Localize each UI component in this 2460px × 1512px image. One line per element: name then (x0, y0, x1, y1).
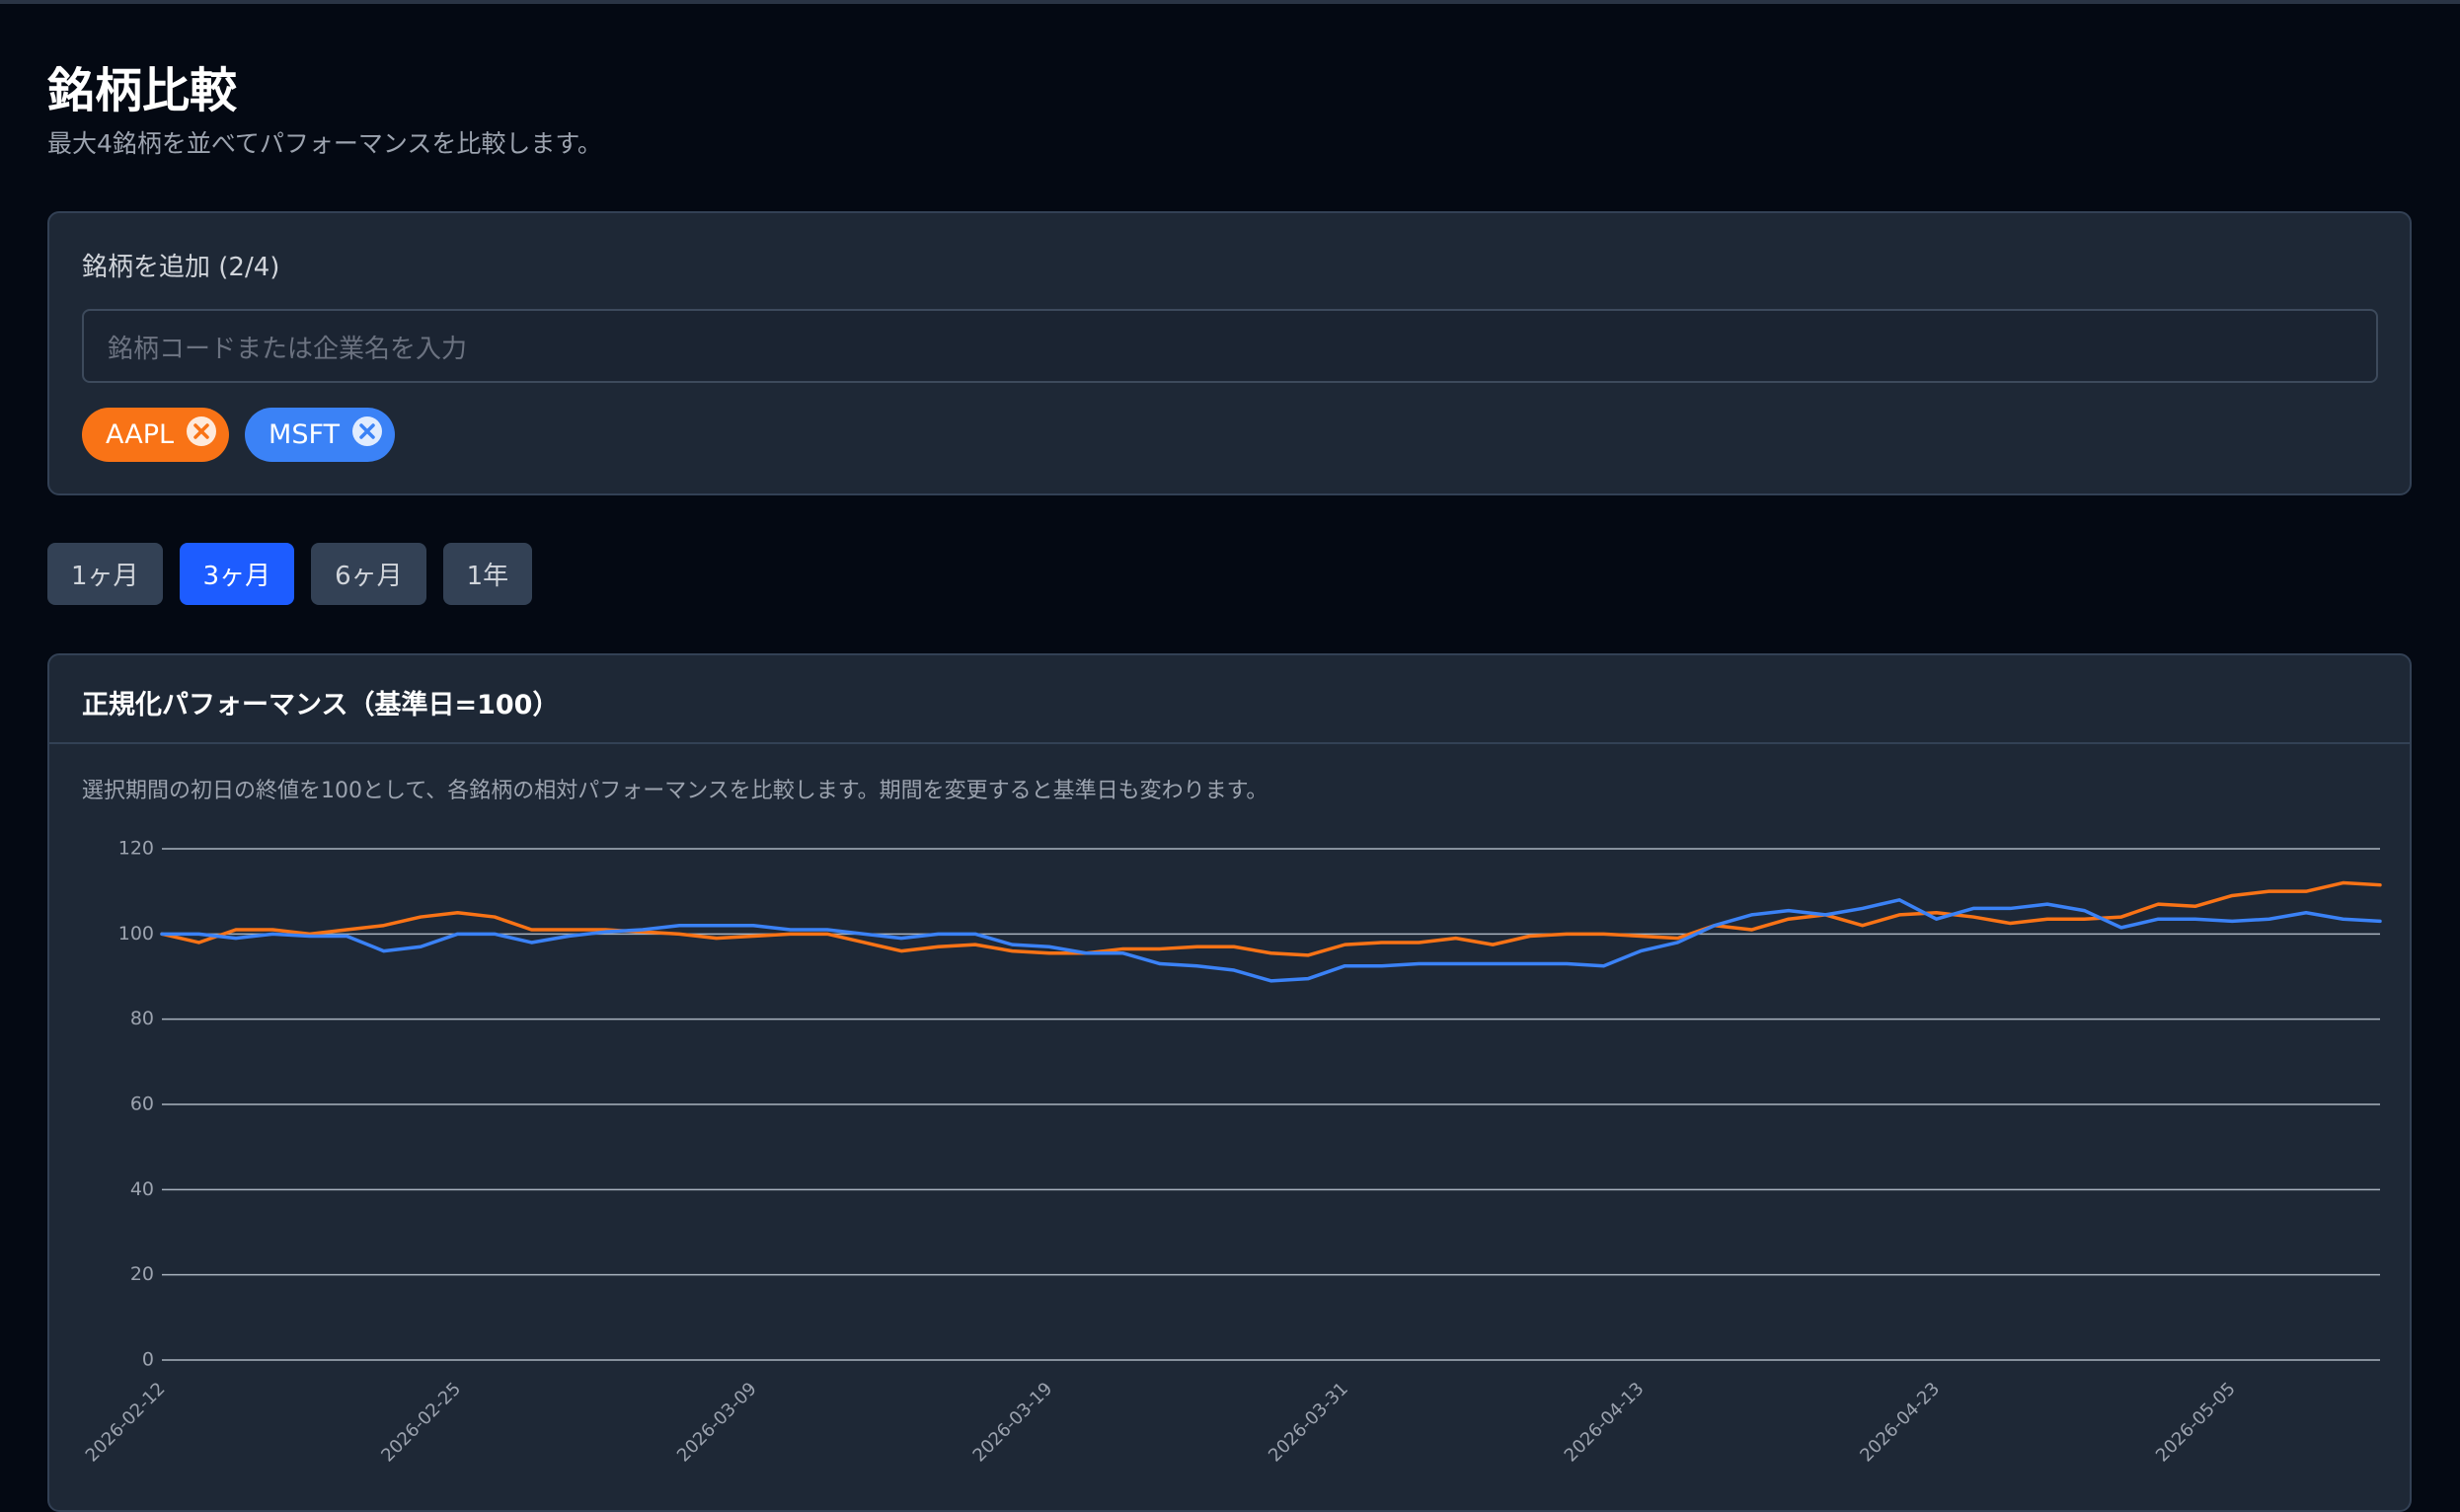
y-tick-label: 40 (130, 1178, 154, 1200)
x-tick-label: 2026-05-05 (2152, 1379, 2240, 1467)
y-tick-label: 80 (130, 1008, 154, 1029)
chip-label: MSFT (269, 419, 341, 450)
page-subtitle: 最大4銘柄を並べてパフォーマンスを比較します。 (47, 129, 602, 158)
y-tick-label: 100 (118, 923, 154, 945)
chip-label: AAPL (106, 419, 175, 450)
remove-icon (352, 416, 383, 446)
period-button[interactable]: 1ヶ月 (47, 543, 163, 605)
add-label: 銘柄を追加 (2/4) (82, 253, 280, 282)
page-title: 銘柄比較 (47, 63, 238, 118)
series-line (160, 898, 2382, 983)
stock-chip: MSFT (245, 408, 396, 462)
x-tick-label: 2026-03-19 (969, 1379, 1057, 1467)
period-button[interactable]: 3ヶ月 (179, 543, 295, 605)
chart-title: 正規化パフォーマンス（基準日=100） (82, 690, 560, 720)
remove-icon (187, 416, 217, 446)
period-buttons: 1ヶ月 3ヶ月 6ヶ月 1年 (47, 543, 533, 605)
chart-subtitle: 選択期間の初日の終値を100として、各銘柄の相対パフォーマンスを比較します。期間… (82, 779, 1268, 803)
y-tick-label: 120 (118, 838, 154, 860)
x-tick-label: 2026-04-13 (1561, 1379, 1649, 1467)
chip-remove[interactable] (351, 416, 383, 454)
chart-panel: 正規化パフォーマンス（基準日=100） 選択期間の初日の終値を100として、各銘… (47, 653, 2412, 1512)
series-line (160, 880, 2382, 957)
x-tick-label: 2026-03-09 (673, 1379, 761, 1467)
y-tick-label: 0 (142, 1349, 154, 1371)
x-tick-label: 2026-03-31 (1265, 1379, 1352, 1467)
top-border (0, 0, 2460, 4)
chart-header: 正規化パフォーマンス（基準日=100） (49, 655, 2410, 744)
chip-remove[interactable] (186, 416, 217, 454)
search-input[interactable]: 銘柄コードまたは企業名を入力 (82, 309, 2378, 383)
y-tick-label: 20 (130, 1263, 154, 1285)
period-button[interactable]: 1年 (442, 543, 533, 605)
x-tick-label: 2026-04-23 (1856, 1379, 1944, 1467)
chip-list: AAPL MSFT (82, 408, 396, 462)
chart: 選択期間の初日の終値を100として、各銘柄の相対パフォーマンスを比較します。期間… (82, 779, 2382, 1467)
y-tick-label: 60 (130, 1094, 154, 1115)
period-button[interactable]: 6ヶ月 (311, 543, 426, 605)
x-tick-label: 2026-02-12 (82, 1379, 170, 1467)
stock-chip: AAPL (82, 408, 230, 462)
x-tick-label: 2026-02-25 (377, 1379, 465, 1467)
add-panel: 銘柄を追加 (2/4) 銘柄コードまたは企業名を入力 AAPL MSFT (47, 211, 2412, 495)
